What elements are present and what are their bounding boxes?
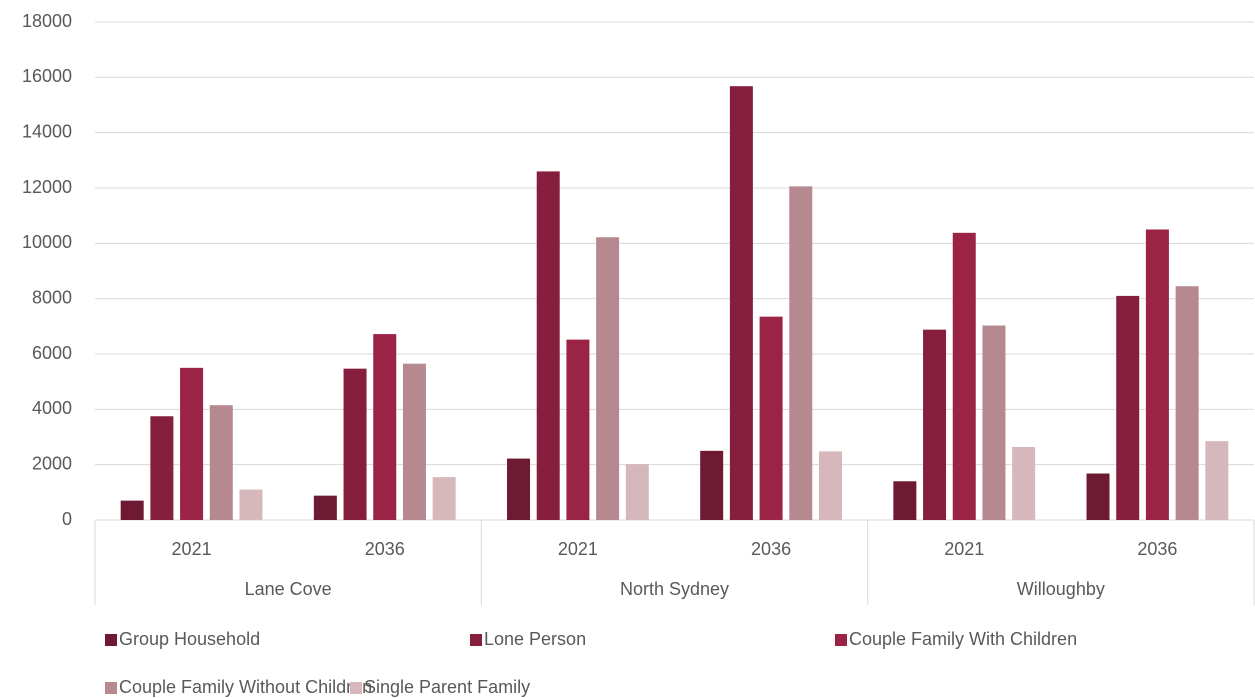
bar <box>982 325 1006 520</box>
bar <box>507 458 531 520</box>
bar <box>952 232 976 520</box>
y-tick-label: 6000 <box>32 343 72 363</box>
bar <box>120 500 144 520</box>
legend-label: Single Parent Family <box>364 677 530 697</box>
legend-label: Couple Family Without Children <box>119 677 372 697</box>
bar <box>1116 295 1140 520</box>
bar <box>625 464 649 520</box>
bar <box>923 329 947 520</box>
x-tick-label: 2036 <box>751 539 791 559</box>
y-tick-label: 10000 <box>22 232 72 252</box>
bar <box>789 186 813 520</box>
legend-swatch <box>105 634 117 646</box>
bar <box>343 368 367 520</box>
bar <box>150 416 174 520</box>
bar <box>729 86 753 520</box>
group-label: Lane Cove <box>245 579 332 599</box>
bar <box>432 477 456 520</box>
legend-label: Lone Person <box>484 629 586 649</box>
bar <box>700 450 724 520</box>
bar <box>313 495 337 520</box>
y-tick-label: 18000 <box>22 11 72 31</box>
x-tick-label: 2021 <box>944 539 984 559</box>
y-tick-label: 16000 <box>22 66 72 86</box>
bar <box>239 489 263 520</box>
legend-swatch <box>835 634 847 646</box>
legend-label: Couple Family With Children <box>849 629 1077 649</box>
y-tick-label: 4000 <box>32 398 72 418</box>
y-tick-label: 8000 <box>32 287 72 307</box>
bar <box>1145 229 1169 520</box>
bar <box>536 171 560 520</box>
legend-swatch <box>470 634 482 646</box>
y-tick-label: 0 <box>62 509 72 529</box>
x-tick-label: 2021 <box>172 539 212 559</box>
x-tick-label: 2021 <box>558 539 598 559</box>
legend-label: Group Household <box>119 629 260 649</box>
group-label: North Sydney <box>620 579 729 599</box>
bar <box>1205 441 1229 520</box>
bar <box>893 481 917 520</box>
bar <box>180 367 204 520</box>
y-tick-label: 14000 <box>22 121 72 141</box>
bar <box>373 334 397 520</box>
bar <box>596 237 620 520</box>
bar <box>1086 473 1110 520</box>
bar <box>818 451 842 520</box>
y-tick-label: 2000 <box>32 453 72 473</box>
x-tick-label: 2036 <box>1137 539 1177 559</box>
x-tick-label: 2036 <box>365 539 405 559</box>
legend-swatch <box>350 682 362 694</box>
y-tick-label: 12000 <box>22 177 72 197</box>
bar <box>566 339 590 520</box>
bar <box>402 363 426 520</box>
group-label: Willoughby <box>1017 579 1105 599</box>
bar <box>1175 286 1199 520</box>
bar <box>759 316 783 520</box>
bar <box>209 405 233 520</box>
legend-swatch <box>105 682 117 694</box>
bar <box>1012 446 1036 520</box>
